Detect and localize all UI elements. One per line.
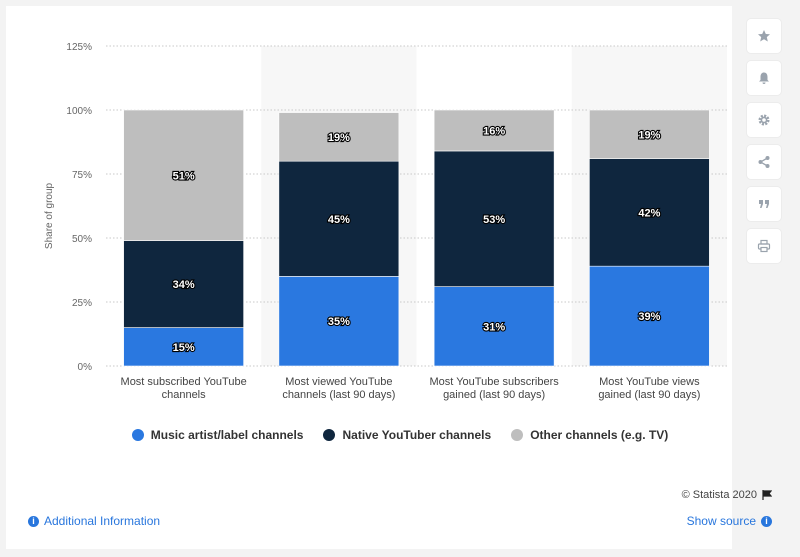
y-axis-title: Share of group bbox=[44, 182, 55, 249]
data-label: 53% bbox=[483, 214, 505, 226]
additional-information-label: Additional Information bbox=[44, 514, 161, 528]
data-label: 16% bbox=[483, 125, 505, 137]
sidebar-toolbar bbox=[746, 18, 782, 264]
data-label: 45% bbox=[328, 214, 350, 226]
data-label: 19% bbox=[328, 132, 350, 144]
star-icon bbox=[758, 30, 770, 42]
settings-button[interactable] bbox=[746, 102, 782, 138]
bar-segment bbox=[123, 240, 244, 328]
cite-button[interactable] bbox=[746, 186, 782, 222]
credit-text: © Statista 2020 bbox=[681, 489, 757, 501]
y-tick-label: 100% bbox=[66, 106, 92, 117]
y-tick-label: 50% bbox=[72, 234, 92, 245]
stacked-bar-chart: 0% 25% 50% 75% 100% 125% Share of group 15% 34% 5… bbox=[44, 42, 727, 401]
bar-segment bbox=[278, 276, 400, 367]
legend-label-native: Native YouTuber channels bbox=[342, 428, 492, 442]
x-tick-label: Most YouTube views bbox=[599, 376, 700, 388]
x-tick-label: channels (last 90 days) bbox=[282, 389, 395, 401]
data-label: 35% bbox=[328, 316, 350, 328]
legend-label-other: Other channels (e.g. TV) bbox=[530, 428, 669, 442]
additional-information-link[interactable]: i Additional Information bbox=[28, 514, 160, 528]
print-icon bbox=[757, 239, 771, 253]
x-tick-label: Most viewed YouTube bbox=[285, 376, 392, 388]
bar-segment bbox=[278, 160, 400, 277]
bar-segment bbox=[123, 327, 244, 367]
y-tick-label: 125% bbox=[66, 42, 92, 53]
legend-swatch-music bbox=[131, 429, 144, 441]
gear-icon bbox=[758, 114, 770, 126]
notification-button[interactable] bbox=[746, 60, 782, 96]
y-tick-label: 75% bbox=[72, 170, 92, 181]
x-tick-label: gained (last 90 days) bbox=[443, 389, 545, 401]
quote-icon bbox=[759, 200, 769, 208]
bar-segment bbox=[123, 109, 244, 241]
data-label: 34% bbox=[173, 279, 195, 291]
statista-credit[interactable]: © Statista 2020 bbox=[682, 489, 772, 501]
y-tick-label: 25% bbox=[72, 298, 92, 309]
chart-legend: Music artist/label channels Native YouTu… bbox=[0, 428, 800, 442]
bar-segment bbox=[589, 109, 710, 159]
legend-item-native[interactable]: Native YouTuber channels bbox=[323, 428, 491, 442]
bell-icon bbox=[759, 72, 769, 84]
x-tick-label: channels bbox=[162, 389, 207, 401]
show-source-link[interactable]: Show source i bbox=[687, 514, 772, 528]
data-label: 51% bbox=[173, 170, 195, 182]
data-label: 15% bbox=[173, 342, 195, 354]
x-tick-label: Most subscribed YouTube bbox=[121, 376, 247, 388]
legend-item-other[interactable]: Other channels (e.g. TV) bbox=[511, 428, 668, 442]
legend-item-music[interactable]: Music artist/label channels bbox=[131, 428, 304, 442]
data-label: 19% bbox=[638, 129, 660, 141]
legend-swatch-native bbox=[323, 429, 336, 441]
bar-segment bbox=[433, 109, 555, 152]
info-icon: i bbox=[761, 515, 772, 527]
y-tick-label: 0% bbox=[78, 362, 93, 373]
favorite-button[interactable] bbox=[746, 18, 782, 54]
data-label: 31% bbox=[483, 321, 505, 333]
x-tick-label: Most YouTube subscribers bbox=[430, 376, 560, 388]
share-button[interactable] bbox=[746, 144, 782, 180]
print-button[interactable] bbox=[746, 228, 782, 264]
info-icon: i bbox=[28, 515, 39, 527]
bar-segment bbox=[278, 112, 400, 162]
legend-swatch-other bbox=[511, 429, 524, 441]
x-tick-label: gained (last 90 days) bbox=[598, 389, 700, 401]
bar-segment bbox=[589, 265, 710, 367]
data-label: 39% bbox=[638, 311, 660, 323]
legend-label-music: Music artist/label channels bbox=[150, 428, 304, 442]
share-icon bbox=[758, 156, 770, 168]
bar-segment bbox=[433, 150, 555, 287]
show-source-label: Show source bbox=[686, 514, 756, 528]
flag-icon bbox=[762, 490, 772, 500]
bar-segment bbox=[589, 158, 710, 267]
data-label: 42% bbox=[638, 207, 660, 219]
